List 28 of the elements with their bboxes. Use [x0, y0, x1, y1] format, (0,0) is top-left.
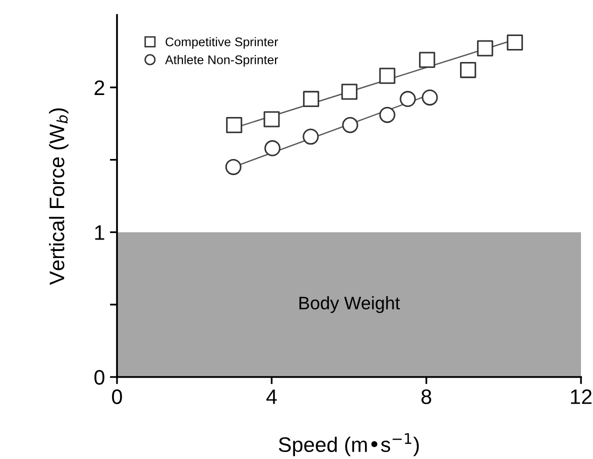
legend-label: Athlete Non-Sprinter: [165, 55, 278, 67]
x-axis-title: Speed (m•s$^{−1}$): [278, 433, 419, 456]
point: [303, 90, 320, 108]
point: [302, 128, 319, 145]
point: [226, 117, 242, 134]
x-tick-label: 4: [266, 390, 277, 404]
point: [264, 111, 280, 128]
point: [264, 140, 280, 156]
point: [225, 158, 242, 176]
point: [341, 84, 358, 100]
point: [477, 40, 494, 56]
band-label: Body Weight: [299, 296, 400, 314]
point: [506, 34, 523, 51]
point: [342, 117, 358, 134]
legend-label: Competitive Sprinter: [166, 37, 278, 49]
y-axis-title: Vertical Force (W$_{b}$): [49, 108, 68, 285]
y-tick-label: 1: [95, 225, 104, 240]
point: [460, 62, 476, 78]
x-tick-label: 12: [571, 389, 592, 404]
point: [379, 68, 396, 84]
y-tick-label: 0: [94, 370, 104, 385]
point: [419, 52, 436, 68]
point: [422, 89, 438, 106]
point: [400, 90, 416, 108]
x-tick-label: 8: [421, 389, 432, 404]
x-tick-label: 0: [112, 389, 122, 404]
y-tick-label: 2: [94, 80, 104, 95]
point: [379, 106, 396, 123]
